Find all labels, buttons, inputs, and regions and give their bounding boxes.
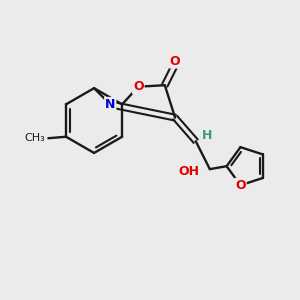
Text: CH₃: CH₃: [25, 133, 45, 143]
Text: O: O: [235, 179, 246, 192]
Text: N: N: [105, 98, 116, 111]
Text: H: H: [202, 129, 212, 142]
Text: OH: OH: [178, 165, 199, 178]
Text: O: O: [170, 55, 180, 68]
Text: O: O: [133, 80, 144, 93]
